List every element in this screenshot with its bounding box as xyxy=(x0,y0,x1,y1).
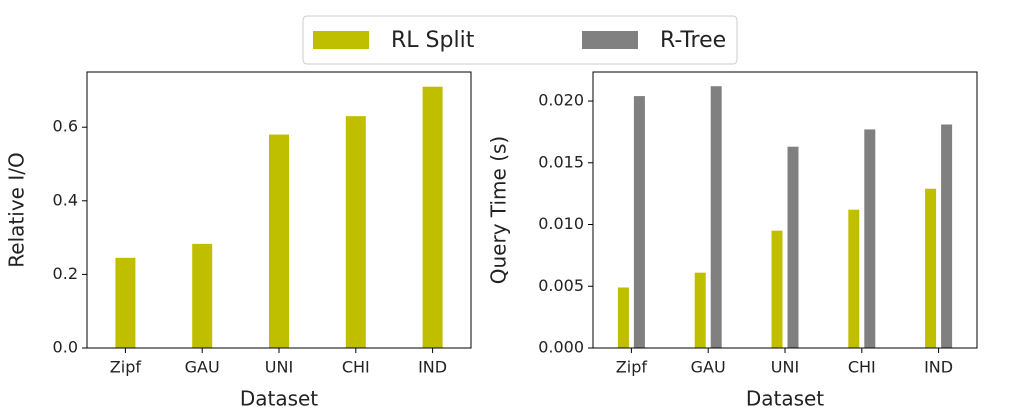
y-tick-label: 0.0 xyxy=(53,338,78,357)
bar xyxy=(115,257,136,348)
x-tick-label: GAU xyxy=(185,358,220,377)
x-tick-label: UNI xyxy=(771,358,799,377)
bar xyxy=(422,86,443,348)
legend-swatch xyxy=(313,31,369,49)
y-tick-label: 0.005 xyxy=(538,276,584,295)
bar xyxy=(633,96,645,348)
legend-swatch xyxy=(582,31,638,49)
x-tick-label: IND xyxy=(924,358,953,377)
bar xyxy=(941,124,953,349)
x-tick-label: UNI xyxy=(265,358,293,377)
x-tick-label: IND xyxy=(418,358,447,377)
bar xyxy=(694,272,706,348)
bar xyxy=(787,146,799,348)
y-tick-label: 0.6 xyxy=(53,117,78,136)
bar xyxy=(710,86,722,348)
x-tick-label: CHI xyxy=(848,358,876,377)
x-tick-label: Zipf xyxy=(616,358,648,377)
legend-label: R-Tree xyxy=(660,28,726,53)
bar xyxy=(617,287,629,348)
x-tick-label: GAU xyxy=(691,358,726,377)
legend-box xyxy=(302,15,738,65)
x-axis-label: Dataset xyxy=(240,387,318,411)
bar xyxy=(925,188,937,348)
bar xyxy=(771,230,783,348)
y-tick-label: 0.015 xyxy=(538,152,584,171)
axes-frame xyxy=(86,71,472,349)
y-axis-label: Query Time (s) xyxy=(487,136,511,284)
y-tick-label: 0.010 xyxy=(538,214,584,233)
bar xyxy=(864,129,876,348)
bar xyxy=(848,209,860,348)
y-tick-label: 0.4 xyxy=(53,190,78,209)
bar xyxy=(269,134,289,348)
bar xyxy=(345,116,366,348)
x-axis-label: Dataset xyxy=(746,387,824,411)
x-tick-label: CHI xyxy=(342,358,370,377)
y-tick-label: 0.2 xyxy=(53,264,78,283)
y-tick-label: 0.020 xyxy=(538,91,584,110)
bar xyxy=(192,243,213,348)
axes-frame xyxy=(592,71,978,349)
legend-label: RL Split xyxy=(391,28,475,53)
y-tick-label: 0.000 xyxy=(538,338,584,357)
x-tick-label: Zipf xyxy=(110,358,142,377)
y-axis-label: Relative I/O xyxy=(5,152,29,267)
